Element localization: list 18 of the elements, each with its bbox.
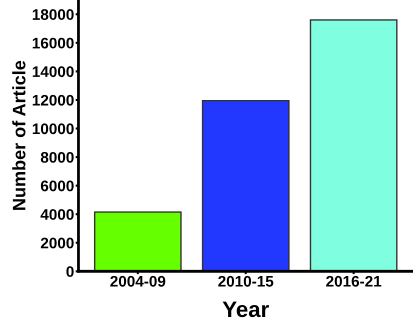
y-tick-label: 16000 bbox=[32, 38, 74, 49]
y-tick-label: 6000 bbox=[40, 180, 74, 192]
bar bbox=[202, 100, 290, 272]
y-tick-label: 12000 bbox=[32, 94, 74, 106]
y-tick-label: 14000 bbox=[32, 66, 74, 78]
y-tick-label: 2000 bbox=[40, 238, 74, 248]
y-axis-title: Number of Article bbox=[12, 60, 26, 210]
y-tick-label: 4000 bbox=[40, 209, 74, 220]
y-tick-label: 8000 bbox=[40, 152, 74, 163]
x-tick-label: 2004-09 bbox=[110, 276, 166, 287]
y-tick-label: 18000 bbox=[32, 9, 74, 20]
x-axis-title: Year bbox=[222, 302, 269, 318]
bar bbox=[310, 19, 398, 272]
x-tick-label: 2016-21 bbox=[326, 276, 382, 287]
y-tick-label: 0 bbox=[66, 266, 74, 278]
bar bbox=[94, 211, 182, 272]
y-tick-label: 10000 bbox=[32, 123, 74, 134]
x-tick-label: 2010-15 bbox=[218, 276, 274, 287]
